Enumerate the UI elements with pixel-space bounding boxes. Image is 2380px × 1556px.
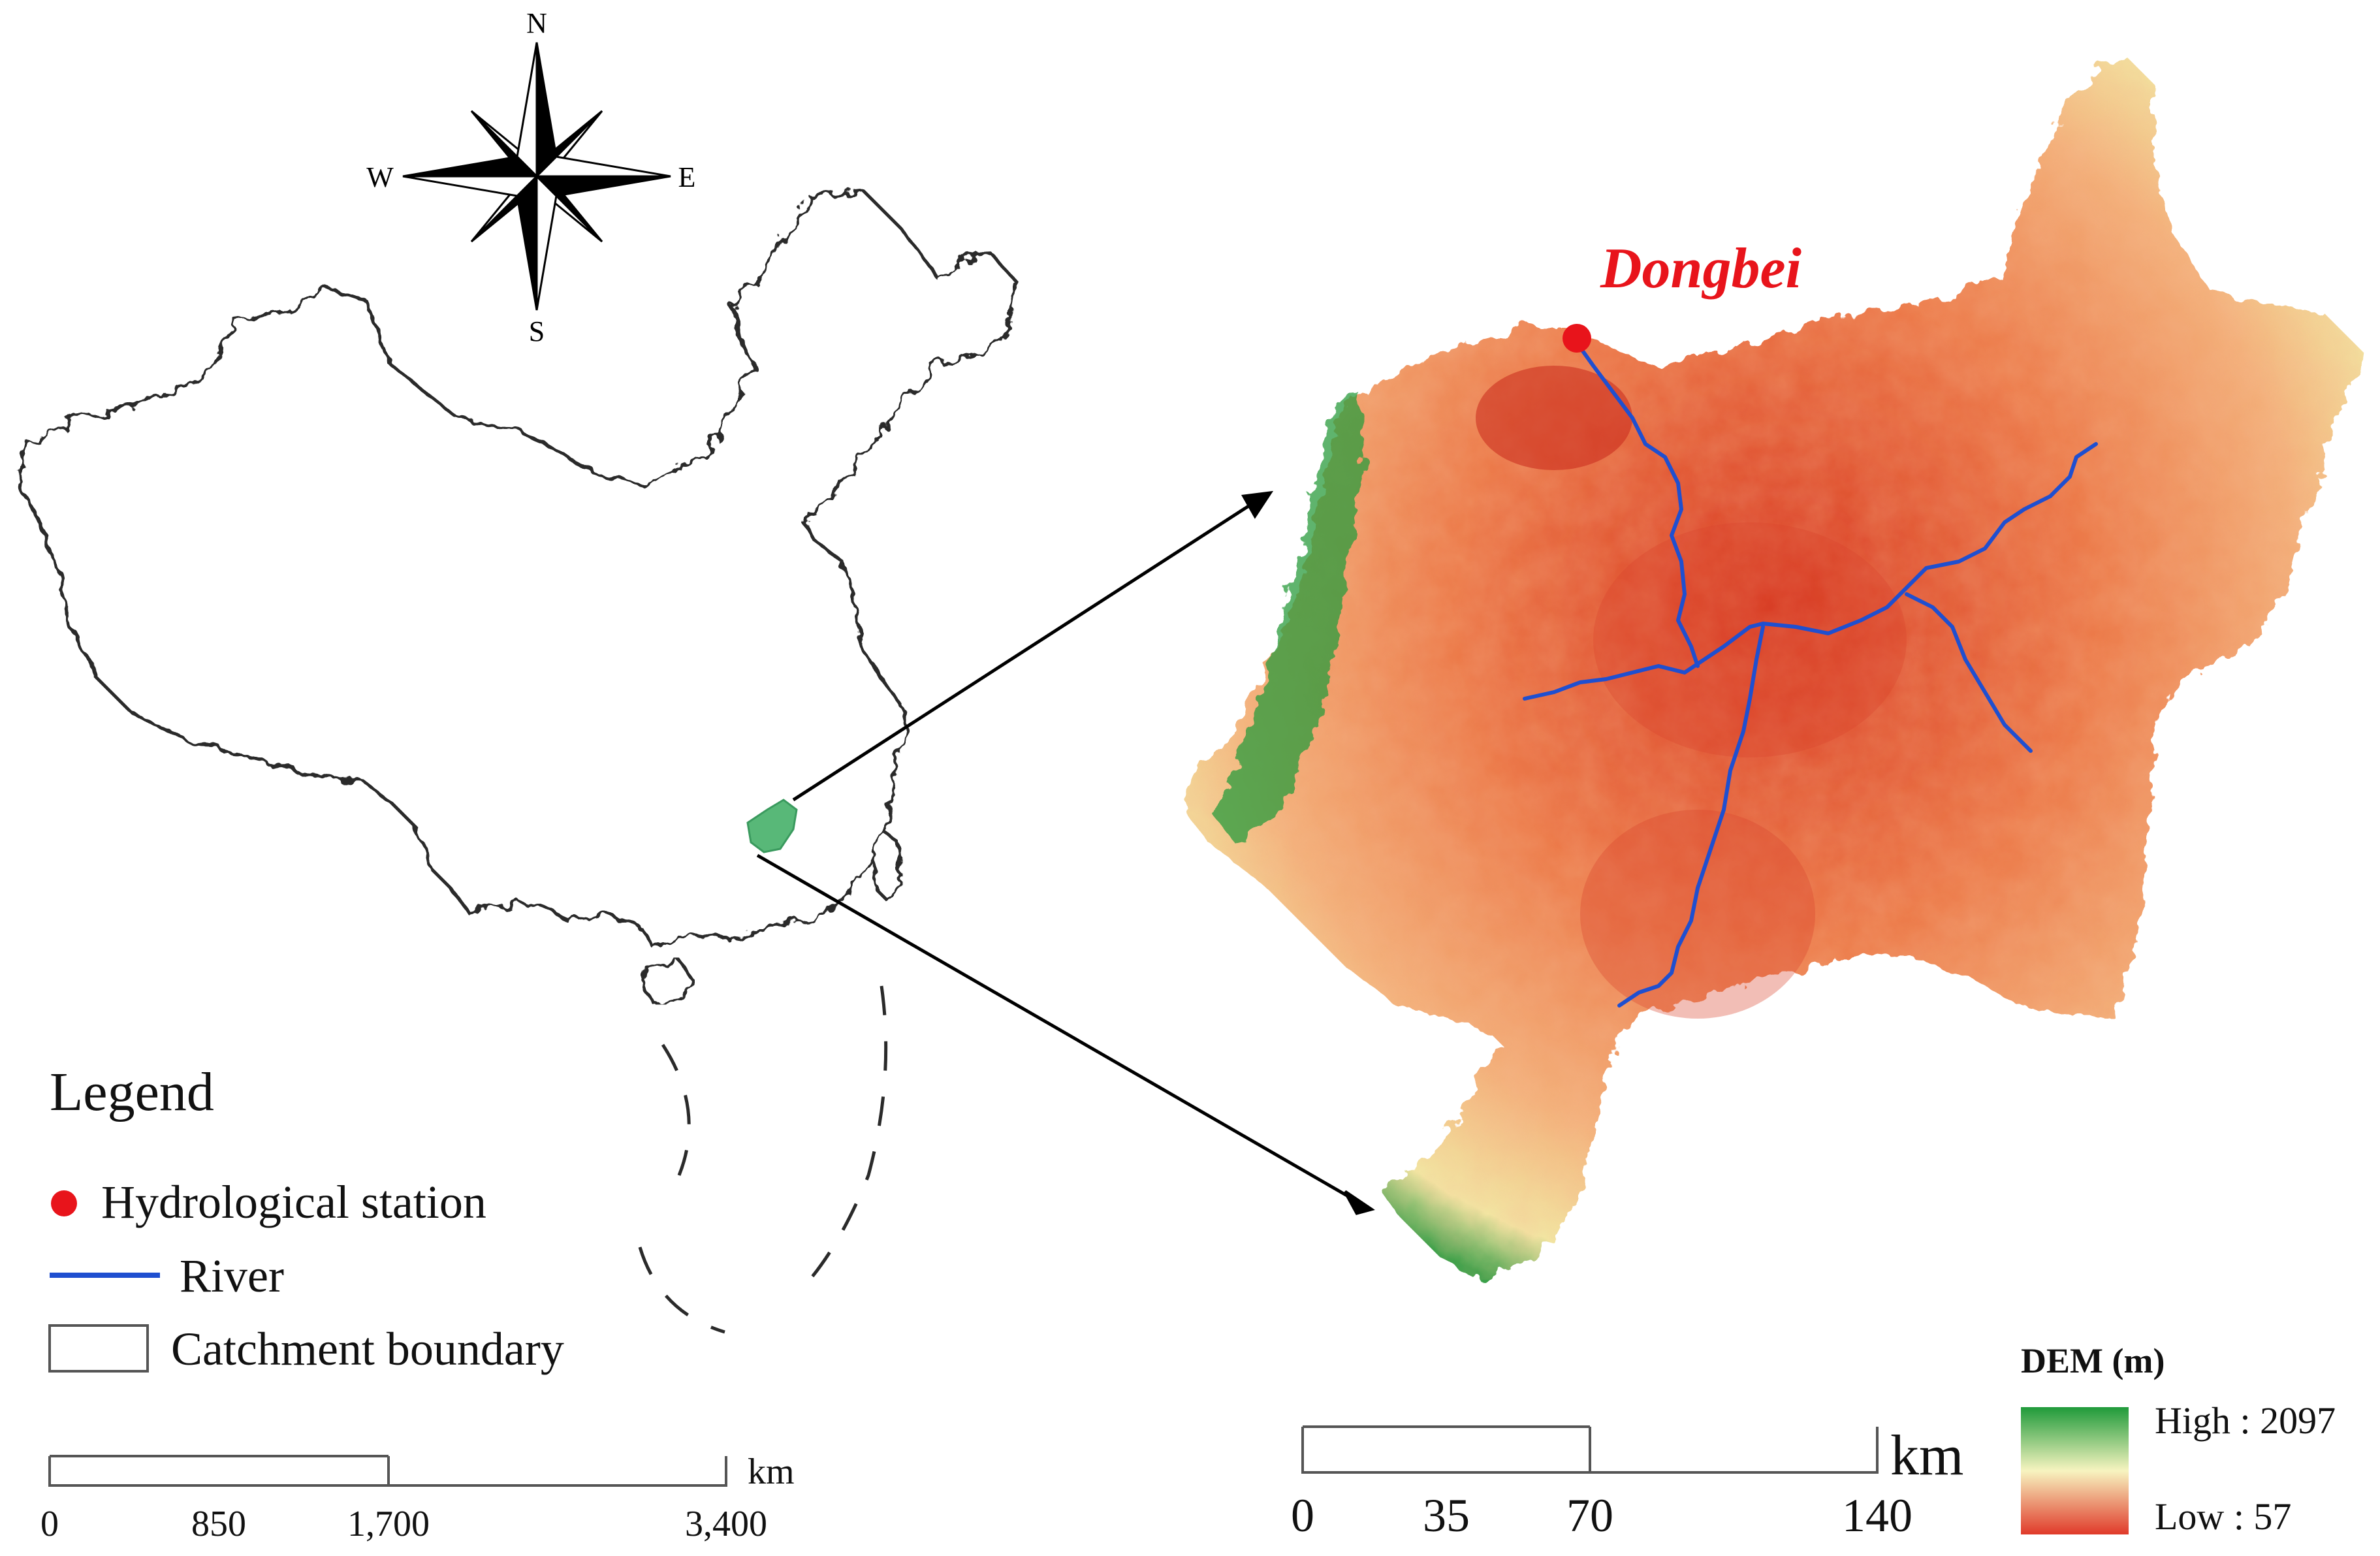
- scale-bar-right: [1301, 1425, 1879, 1474]
- dem-color-ramp: [2021, 1407, 2129, 1534]
- legend-rectangle-icon: [48, 1324, 149, 1373]
- compass-rose-icon: [402, 42, 671, 311]
- river-southeast: [1905, 592, 2033, 753]
- legend-title: Legend: [50, 1062, 214, 1122]
- scale-left-unit: km: [748, 1452, 795, 1492]
- legend-item-catchment: Catchment boundary: [171, 1323, 564, 1375]
- river-main-north: [1575, 341, 1700, 668]
- dongbei-station-label: Dongbei: [1600, 237, 1802, 300]
- catchment-location-marker: [746, 799, 798, 853]
- scale-right-unit: km: [1890, 1424, 1963, 1487]
- south-china-sea-dashes: [638, 985, 888, 1334]
- scale-bar-left: [48, 1455, 727, 1487]
- compass-east-label: E: [678, 161, 696, 193]
- dem-high-label: High : 2097: [2155, 1399, 2336, 1442]
- river-network: [1523, 341, 2098, 1008]
- scale-left-tick-0: 0: [40, 1504, 59, 1544]
- scale-right-tick-1: 35: [1423, 1489, 1470, 1542]
- legend-item-station: Hydrological station: [101, 1176, 486, 1228]
- catchment-dem-map: [1185, 59, 2364, 1280]
- legend-red-dot-icon: [51, 1190, 77, 1216]
- dem-low-label: Low : 57: [2155, 1495, 2291, 1538]
- river-south: [1617, 625, 1765, 1008]
- dem-legend-title: DEM (m): [2021, 1341, 2165, 1380]
- river-east: [1761, 442, 2098, 635]
- scale-right-tick-0: 0: [1291, 1489, 1314, 1542]
- compass-west-label: W: [366, 161, 394, 193]
- zoom-leader-arrows: [756, 490, 1375, 1215]
- scale-left-tick-3: 3,400: [685, 1504, 767, 1544]
- scale-right-tick-2: 70: [1566, 1489, 1613, 1542]
- china-outline-map: [18, 187, 1017, 1004]
- compass-north-label: N: [526, 7, 547, 39]
- dongbei-station-marker: [1563, 324, 1591, 353]
- scale-right-tick-3: 140: [1842, 1489, 1912, 1542]
- scale-left-tick-2: 1,700: [347, 1504, 430, 1544]
- river-west: [1523, 622, 1765, 701]
- legend-item-river: River: [180, 1250, 284, 1302]
- scale-left-tick-1: 850: [191, 1504, 246, 1544]
- compass-south-label: S: [529, 315, 545, 347]
